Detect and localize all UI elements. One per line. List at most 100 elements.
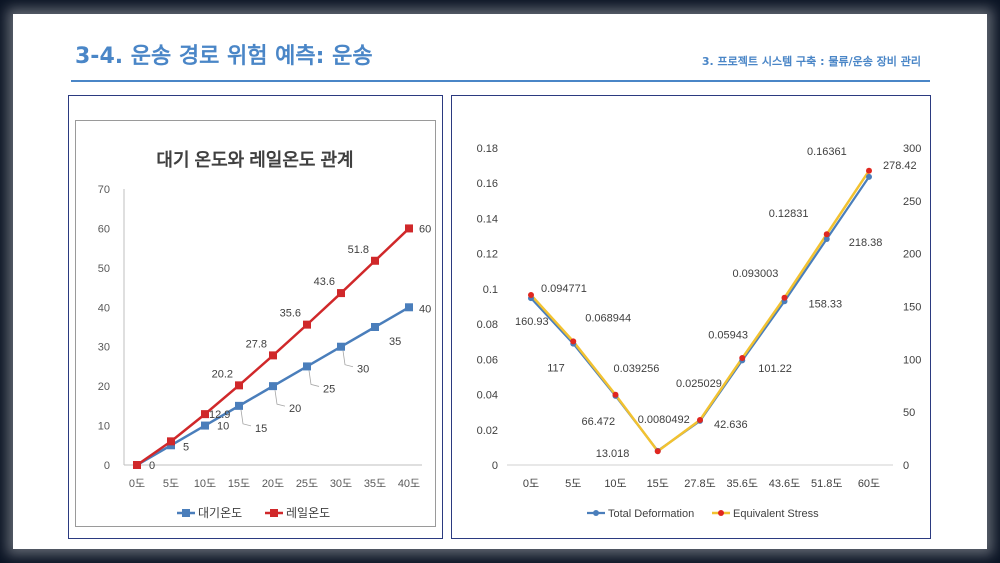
y-tick-label: 70 [98,184,110,196]
y-tick-label: 20 [98,381,110,393]
data-point [167,437,175,446]
legend-label: Total Deformation [608,508,694,520]
data-point [405,224,413,233]
data-point [201,410,209,419]
data-label: 218.38 [849,237,883,249]
x-tick-label: 51.8도 [811,478,843,490]
leader-line [274,390,286,407]
slide: 3-4. 운송 경로 위험 예측: 운송 3. 프로젝트 시스템 구축 : 물류… [13,14,987,549]
data-point [612,391,619,398]
legend-swatch-marker [182,509,190,517]
data-label: 0.094771 [541,283,587,295]
data-label: 43.6 [314,276,335,288]
data-point [337,342,345,351]
data-label: 0.039256 [614,363,660,375]
data-point [235,381,243,390]
data-label: 40 [419,303,431,315]
data-label: 20 [289,403,301,415]
leader-line [342,350,354,368]
series-line-total-deformation [530,176,870,453]
x-tick-label: 40도 [398,478,420,490]
data-point [133,461,141,469]
legend-swatch-marker [718,510,724,516]
x-tick-label: 0도 [523,478,539,490]
data-label: 0.093003 [733,268,779,280]
data-label: 101.22 [758,363,792,375]
data-label: 13.018 [596,448,630,460]
x-tick-label: 30도 [330,478,352,490]
x-tick-label: 60도 [858,478,880,490]
data-point [654,448,661,455]
x-tick-label: 15도 [647,478,669,490]
data-point [337,289,345,298]
legend-label: Equivalent Stress [733,508,819,520]
data-label: 15 [255,423,267,435]
right-chart-panel: 0 0.02 0.04 0.06 0.08 0.1 0.12 0.14 0.16 0.18 0 50 1… [451,95,931,539]
y2-tick-label: 100 [903,354,921,366]
x-tick-label: 10도 [604,478,626,490]
y-tick-label: 0 [104,460,110,472]
data-label: 0.16361 [807,146,847,158]
data-point [201,421,209,430]
data-point [739,355,746,362]
leader-line [308,370,320,387]
x-tick-label: 43.6도 [769,478,801,490]
left-chart-panel: 대기 온도와 레일온도 관계 0 10 20 30 40 50 60 70 0도 5도 10도 15도 2… [68,95,443,539]
data-label: 35.6 [280,308,301,320]
y-tick-label: 0.1 [483,284,498,296]
chart-title: 대기 온도와 레일온도 관계 [156,150,353,170]
data-label: 158.33 [809,299,843,311]
y2-tick-label: 200 [903,249,921,261]
x-tick-label: 20도 [262,478,284,490]
y-tick-label: 0.18 [477,143,498,155]
data-label: 10 [217,421,229,433]
y-tick-label: 0.06 [477,354,498,366]
series-line-rail-temp [136,227,410,467]
data-point [371,256,379,265]
data-point [697,416,703,423]
data-label: 42.636 [714,419,748,431]
data-label: 278.42 [883,160,917,172]
data-label: 5 [183,441,189,453]
data-point [528,291,534,298]
y-tick-label: 40 [98,302,110,314]
data-point [405,303,413,312]
y-tick-label: 10 [98,421,110,433]
x-tick-label: 10도 [194,478,216,490]
data-point [823,236,830,243]
deformation-stress-chart: 0 0.02 0.04 0.06 0.08 0.1 0.12 0.14 0.16 0.18 0 50 1… [477,143,922,520]
data-label: 25 [323,383,335,395]
legend-swatch-marker [593,510,599,516]
data-label: 30 [357,364,369,376]
y-tick-label: 0.08 [477,319,498,331]
data-label: 27.8 [246,338,267,350]
data-label: 35 [389,336,401,348]
y-tick-label: 0.14 [477,213,498,225]
title-divider [71,80,930,82]
data-point [570,338,577,345]
y-tick-label: 0.16 [477,178,498,190]
data-label: 51.8 [348,244,369,256]
x-tick-label: 15도 [228,478,250,490]
section-subtitle: 3. 프로젝트 시스템 구축 : 물류/운송 장비 관리 [701,55,921,68]
x-tick-label: 35도 [364,478,386,490]
x-tick-label: 0도 [129,478,145,490]
data-label: 0.12831 [769,208,809,220]
x-tick-label: 5도 [565,478,581,490]
data-label: 0 [149,460,155,472]
y-tick-label: 0 [492,460,498,472]
data-point [371,323,379,331]
y2-tick-label: 0 [903,460,909,472]
data-label: 0.05943 [708,329,748,341]
data-label: 66.472 [582,416,616,428]
y-tick-label: 0.12 [477,249,498,261]
y2-tick-label: 50 [903,407,915,419]
data-point [866,167,872,174]
y-tick-label: 0.02 [477,425,498,437]
legend-label: 대기온도 [198,506,242,520]
series-line-equivalent-stress [530,170,871,453]
x-tick-label: 25도 [296,478,318,490]
y2-tick-label: 250 [903,196,921,208]
left-chart-frame [75,120,436,527]
